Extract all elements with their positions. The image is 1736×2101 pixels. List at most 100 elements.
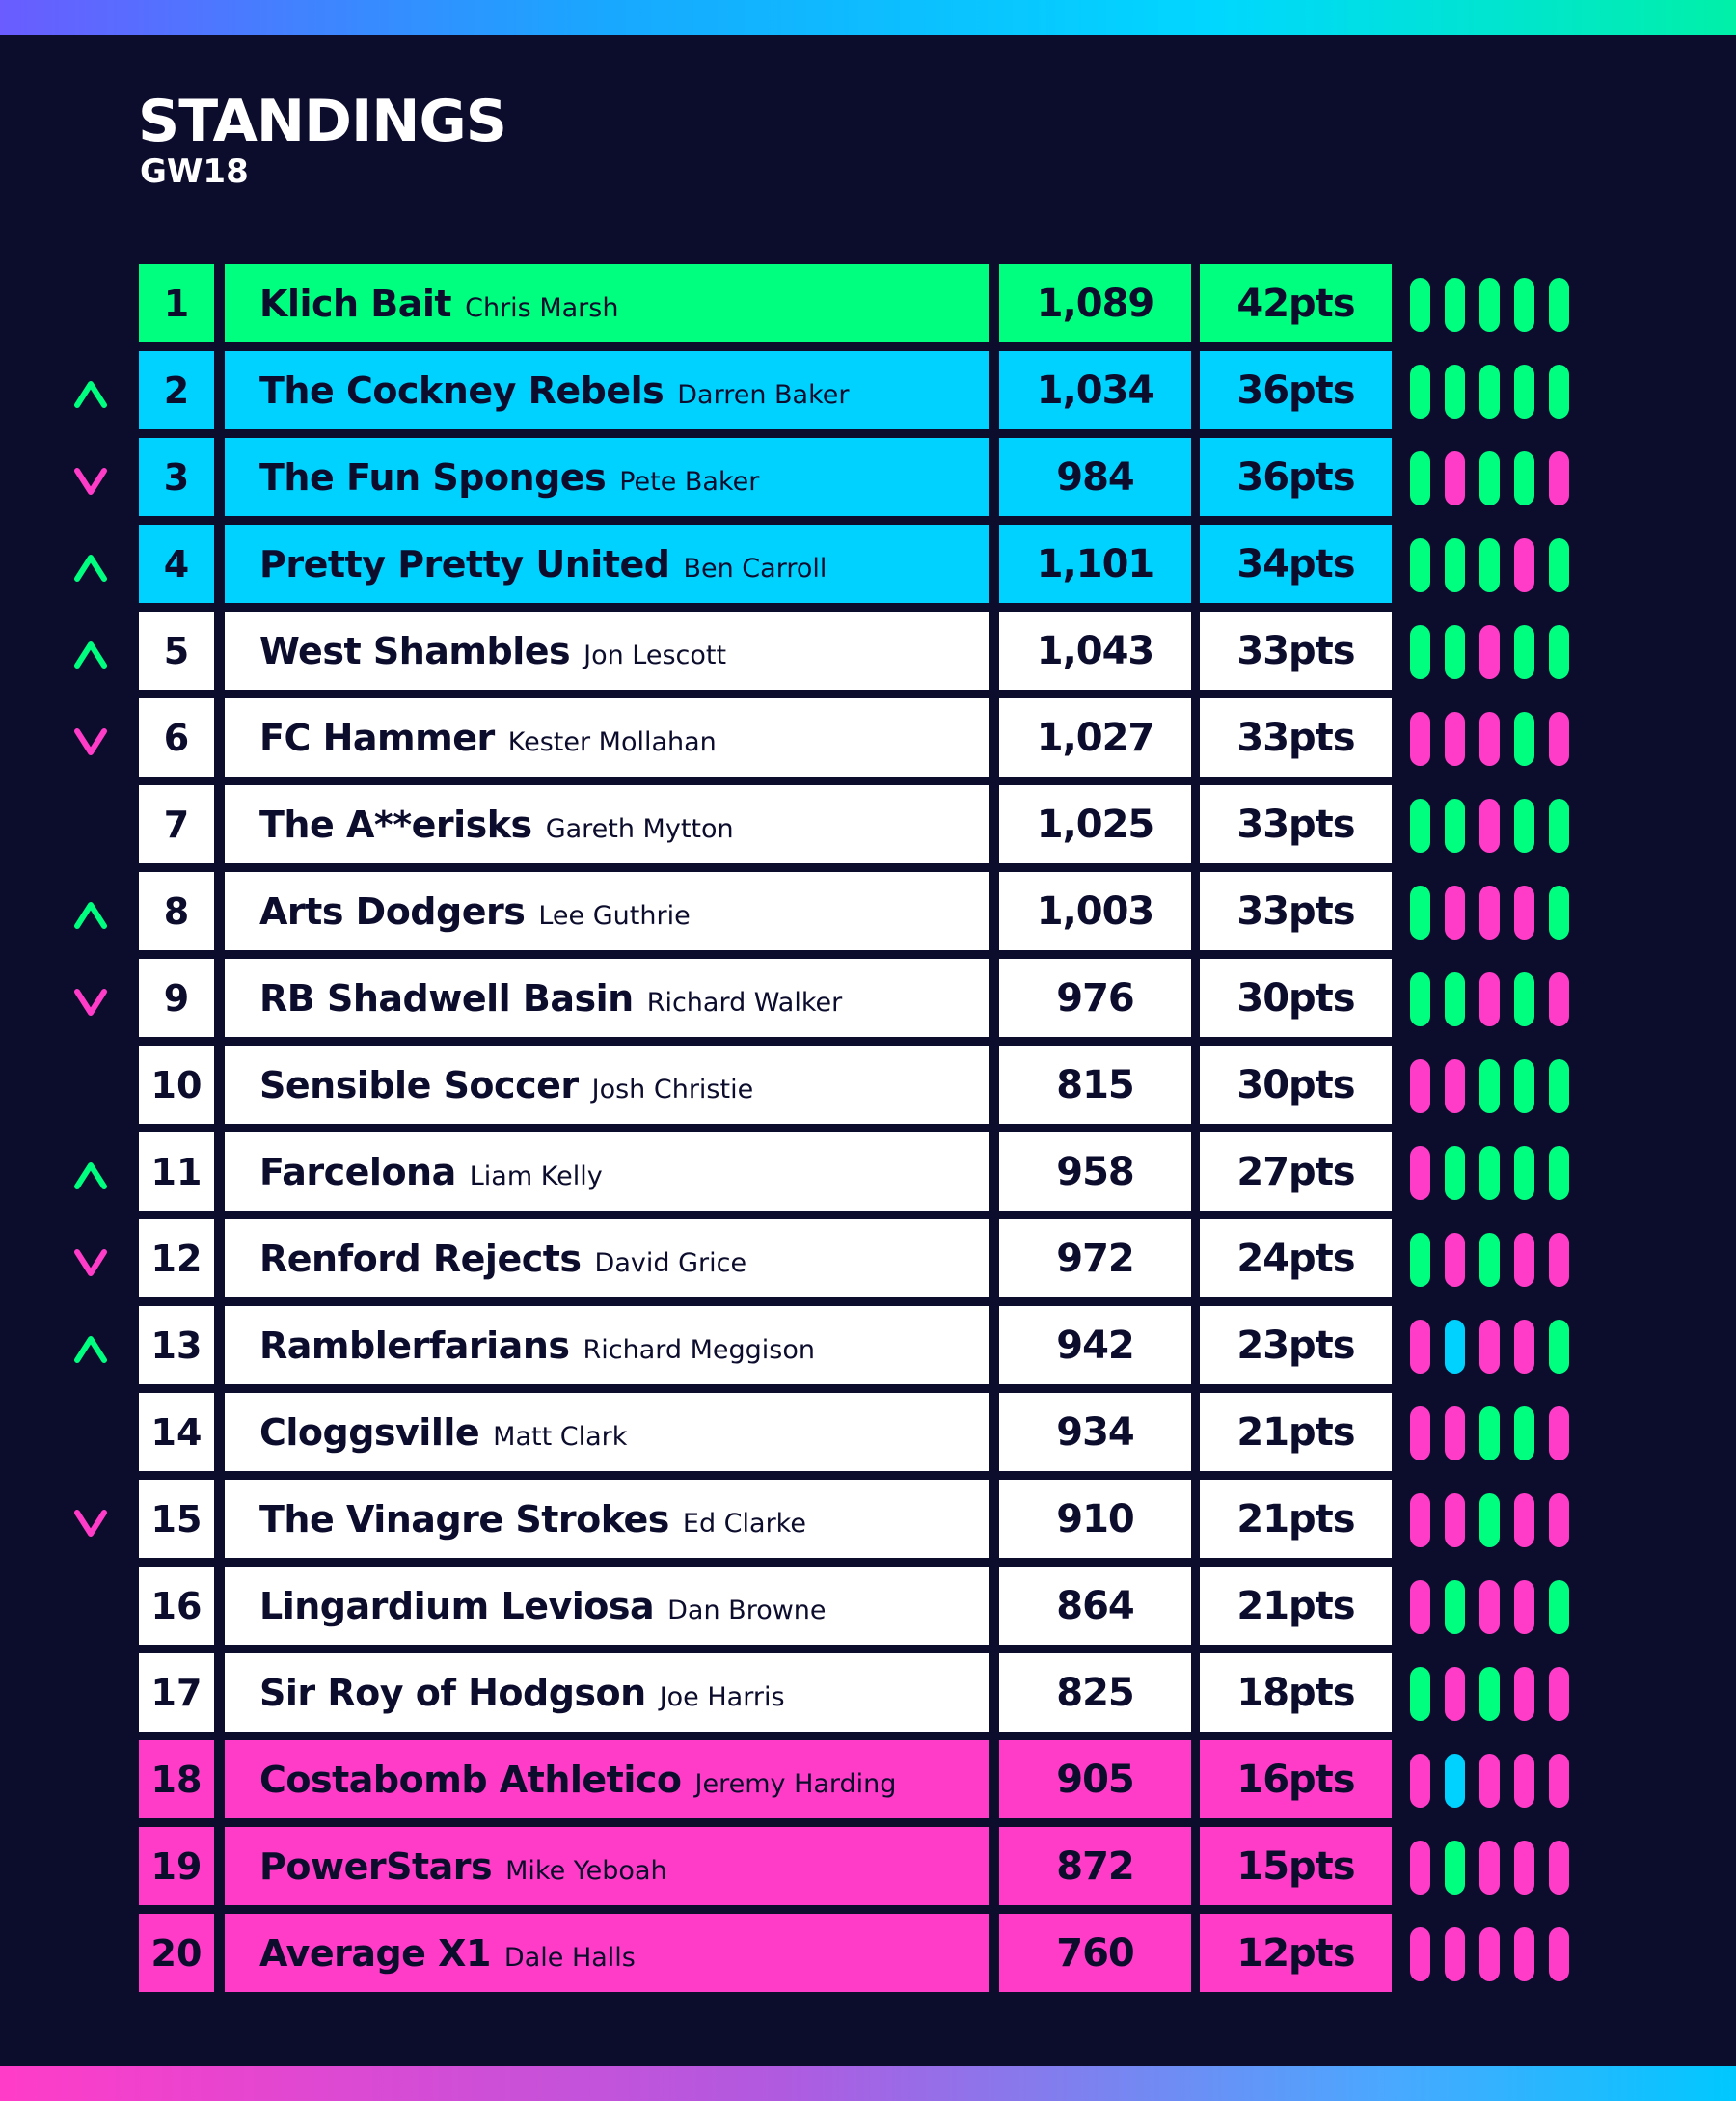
squad-value-cell: 1,025 (999, 785, 1191, 863)
form-win-pill (1479, 1667, 1500, 1721)
form-win-pill (1549, 1580, 1569, 1634)
form-win-pill (1514, 972, 1534, 1026)
form-loss-pill (1479, 1320, 1500, 1374)
form-win-pill (1514, 799, 1534, 853)
form-loss-pill (1410, 1841, 1430, 1895)
manager-name: Richard Meggison (583, 1335, 816, 1365)
arrow-down-icon (74, 1249, 107, 1276)
table-row: 1 Klich Bait Chris Marsh 1,089 42pts (0, 264, 1736, 351)
points-cell: 42pts (1200, 264, 1392, 342)
team-cell: The Vinagre Strokes Ed Clarke (225, 1480, 989, 1558)
table-row: 10 Sensible Soccer Josh Christie 815 30pts (0, 1046, 1736, 1132)
manager-name: Ed Clarke (682, 1509, 806, 1539)
team-name: Lingardium Leviosa (259, 1584, 655, 1627)
form-win-pill (1410, 799, 1430, 853)
form-loss-pill (1410, 1059, 1430, 1113)
form-loss-pill (1445, 1667, 1465, 1721)
team-cell: Klich Bait Chris Marsh (225, 264, 989, 342)
form-win-pill (1479, 1406, 1500, 1460)
squad-value-cell: 760 (999, 1914, 1191, 1992)
manager-name: Matt Clark (493, 1422, 628, 1452)
manager-name: Darren Baker (677, 380, 850, 410)
points-cell: 33pts (1200, 698, 1392, 777)
table-row: 3 The Fun Sponges Pete Baker 984 36pts (0, 438, 1736, 525)
points-cell: 21pts (1200, 1393, 1392, 1471)
points-cell: 15pts (1200, 1827, 1392, 1905)
team-name: The Cockney Rebels (259, 368, 665, 412)
form-win-pill (1514, 1059, 1534, 1113)
form-win-pill (1479, 1146, 1500, 1200)
form-loss-pill (1514, 1233, 1534, 1287)
team-name: Average X1 (259, 1931, 491, 1975)
squad-value-cell: 1,027 (999, 698, 1191, 777)
squad-value-cell: 934 (999, 1393, 1191, 1471)
form-loss-pill (1445, 1233, 1465, 1287)
form-win-pill (1514, 1146, 1534, 1200)
form-loss-pill (1479, 625, 1500, 679)
manager-name: Jeremy Harding (694, 1769, 897, 1799)
form-loss-pill (1514, 1754, 1534, 1808)
manager-name: Liam Kelly (469, 1161, 603, 1191)
position-cell: 10 (139, 1046, 214, 1124)
form-loss-pill (1514, 1493, 1534, 1547)
points-cell: 30pts (1200, 1046, 1392, 1124)
standings-table: 1 Klich Bait Chris Marsh 1,089 42pts 2 The Coc… (0, 264, 1736, 2001)
form-win-pill (1445, 1580, 1465, 1634)
team-cell: PowerStars Mike Yeboah (225, 1827, 989, 1905)
form-win-pill (1479, 365, 1500, 419)
team-name: Klich Bait (259, 282, 452, 325)
points-cell: 34pts (1200, 525, 1392, 603)
position-cell: 16 (139, 1567, 214, 1645)
team-cell: The A**erisks Gareth Mytton (225, 785, 989, 863)
team-name: The A**erisks (259, 803, 532, 846)
form-win-pill (1479, 1493, 1500, 1547)
position-cell: 1 (139, 264, 214, 342)
table-row: 11 Farcelona Liam Kelly 958 27pts (0, 1132, 1736, 1219)
form-guide (1410, 1059, 1584, 1113)
form-loss-pill (1479, 1754, 1500, 1808)
arrow-up-icon (74, 381, 107, 408)
form-guide (1410, 365, 1584, 419)
squad-value-cell: 825 (999, 1653, 1191, 1732)
team-name: The Fun Sponges (259, 455, 607, 499)
form-win-pill (1445, 278, 1465, 332)
squad-value-cell: 1,101 (999, 525, 1191, 603)
form-loss-pill (1514, 886, 1534, 940)
points-cell: 36pts (1200, 438, 1392, 516)
form-guide (1410, 1320, 1584, 1374)
position-cell: 7 (139, 785, 214, 863)
form-loss-pill (1549, 1493, 1569, 1547)
form-loss-pill (1410, 1146, 1430, 1200)
form-loss-pill (1514, 1927, 1534, 1981)
form-guide (1410, 1754, 1584, 1808)
form-win-pill (1549, 278, 1569, 332)
form-loss-pill (1410, 1754, 1430, 1808)
form-guide (1410, 278, 1584, 332)
table-row: 14 Cloggsville Matt Clark 934 21pts (0, 1393, 1736, 1480)
team-name: Costabomb Athletico (259, 1758, 682, 1801)
points-cell: 36pts (1200, 351, 1392, 429)
position-cell: 18 (139, 1740, 214, 1818)
arrow-up-icon (74, 1162, 107, 1189)
table-row: 8 Arts Dodgers Lee Guthrie 1,003 33pts (0, 872, 1736, 959)
team-cell: FC Hammer Kester Mollahan (225, 698, 989, 777)
form-loss-pill (1410, 1580, 1430, 1634)
form-win-pill (1445, 799, 1465, 853)
arrow-down-icon (74, 728, 107, 755)
position-cell: 6 (139, 698, 214, 777)
manager-name: Josh Christie (591, 1075, 754, 1105)
position-cell: 12 (139, 1219, 214, 1297)
form-win-pill (1549, 538, 1569, 592)
table-row: 16 Lingardium Leviosa Dan Browne 864 21pts (0, 1567, 1736, 1653)
squad-value-cell: 1,034 (999, 351, 1191, 429)
team-name: RB Shadwell Basin (259, 976, 634, 1020)
form-guide (1410, 625, 1584, 679)
points-cell: 24pts (1200, 1219, 1392, 1297)
form-win-pill (1514, 365, 1534, 419)
position-cell: 11 (139, 1132, 214, 1211)
form-loss-pill (1549, 1841, 1569, 1895)
squad-value-cell: 942 (999, 1306, 1191, 1384)
form-loss-pill (1410, 712, 1430, 766)
squad-value-cell: 984 (999, 438, 1191, 516)
form-loss-pill (1445, 886, 1465, 940)
